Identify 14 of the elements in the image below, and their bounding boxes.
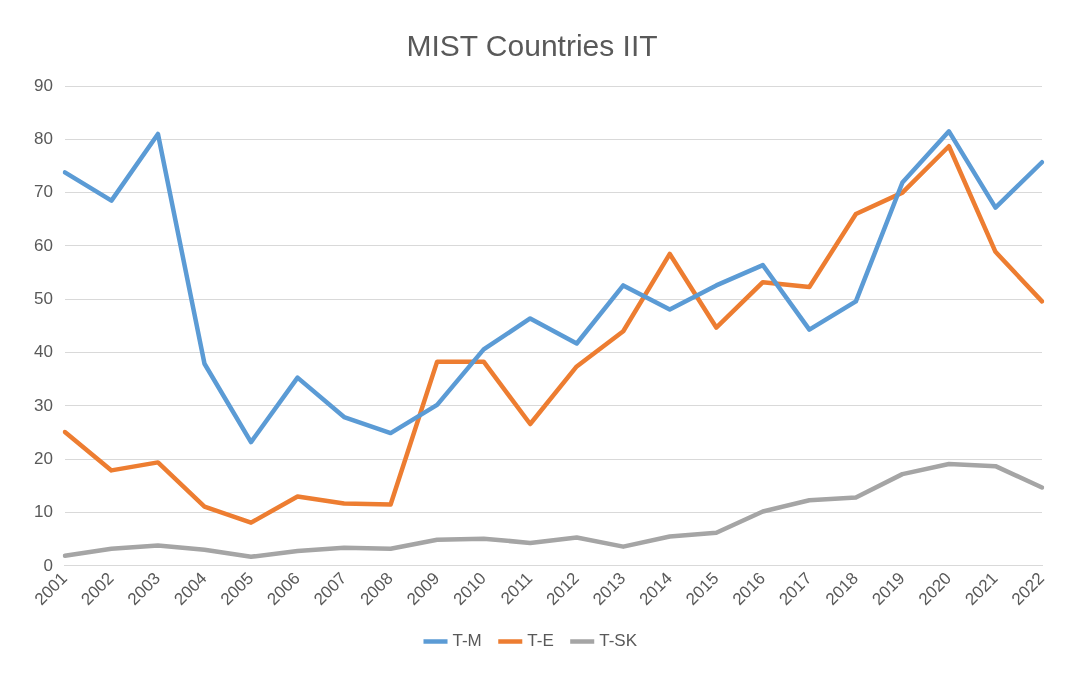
y-tick-label: 30 bbox=[33, 395, 53, 415]
y-tick-label: 90 bbox=[33, 75, 53, 95]
chart-title: MIST Countries IIT bbox=[406, 29, 658, 63]
legend-label: T-M bbox=[452, 631, 482, 651]
y-tick-label: 50 bbox=[33, 288, 53, 308]
y-tick-label: 40 bbox=[33, 342, 53, 362]
y-tick-label: 20 bbox=[33, 448, 53, 468]
y-tick-label: 70 bbox=[33, 182, 53, 202]
y-tick-label: 60 bbox=[33, 235, 53, 255]
y-tick-label: 10 bbox=[33, 502, 53, 522]
y-tick-label: 80 bbox=[33, 129, 53, 148]
y-tick-label: 0 bbox=[43, 555, 53, 575]
legend-label: T-E bbox=[527, 631, 554, 651]
legend-label: T-SK bbox=[599, 631, 638, 651]
